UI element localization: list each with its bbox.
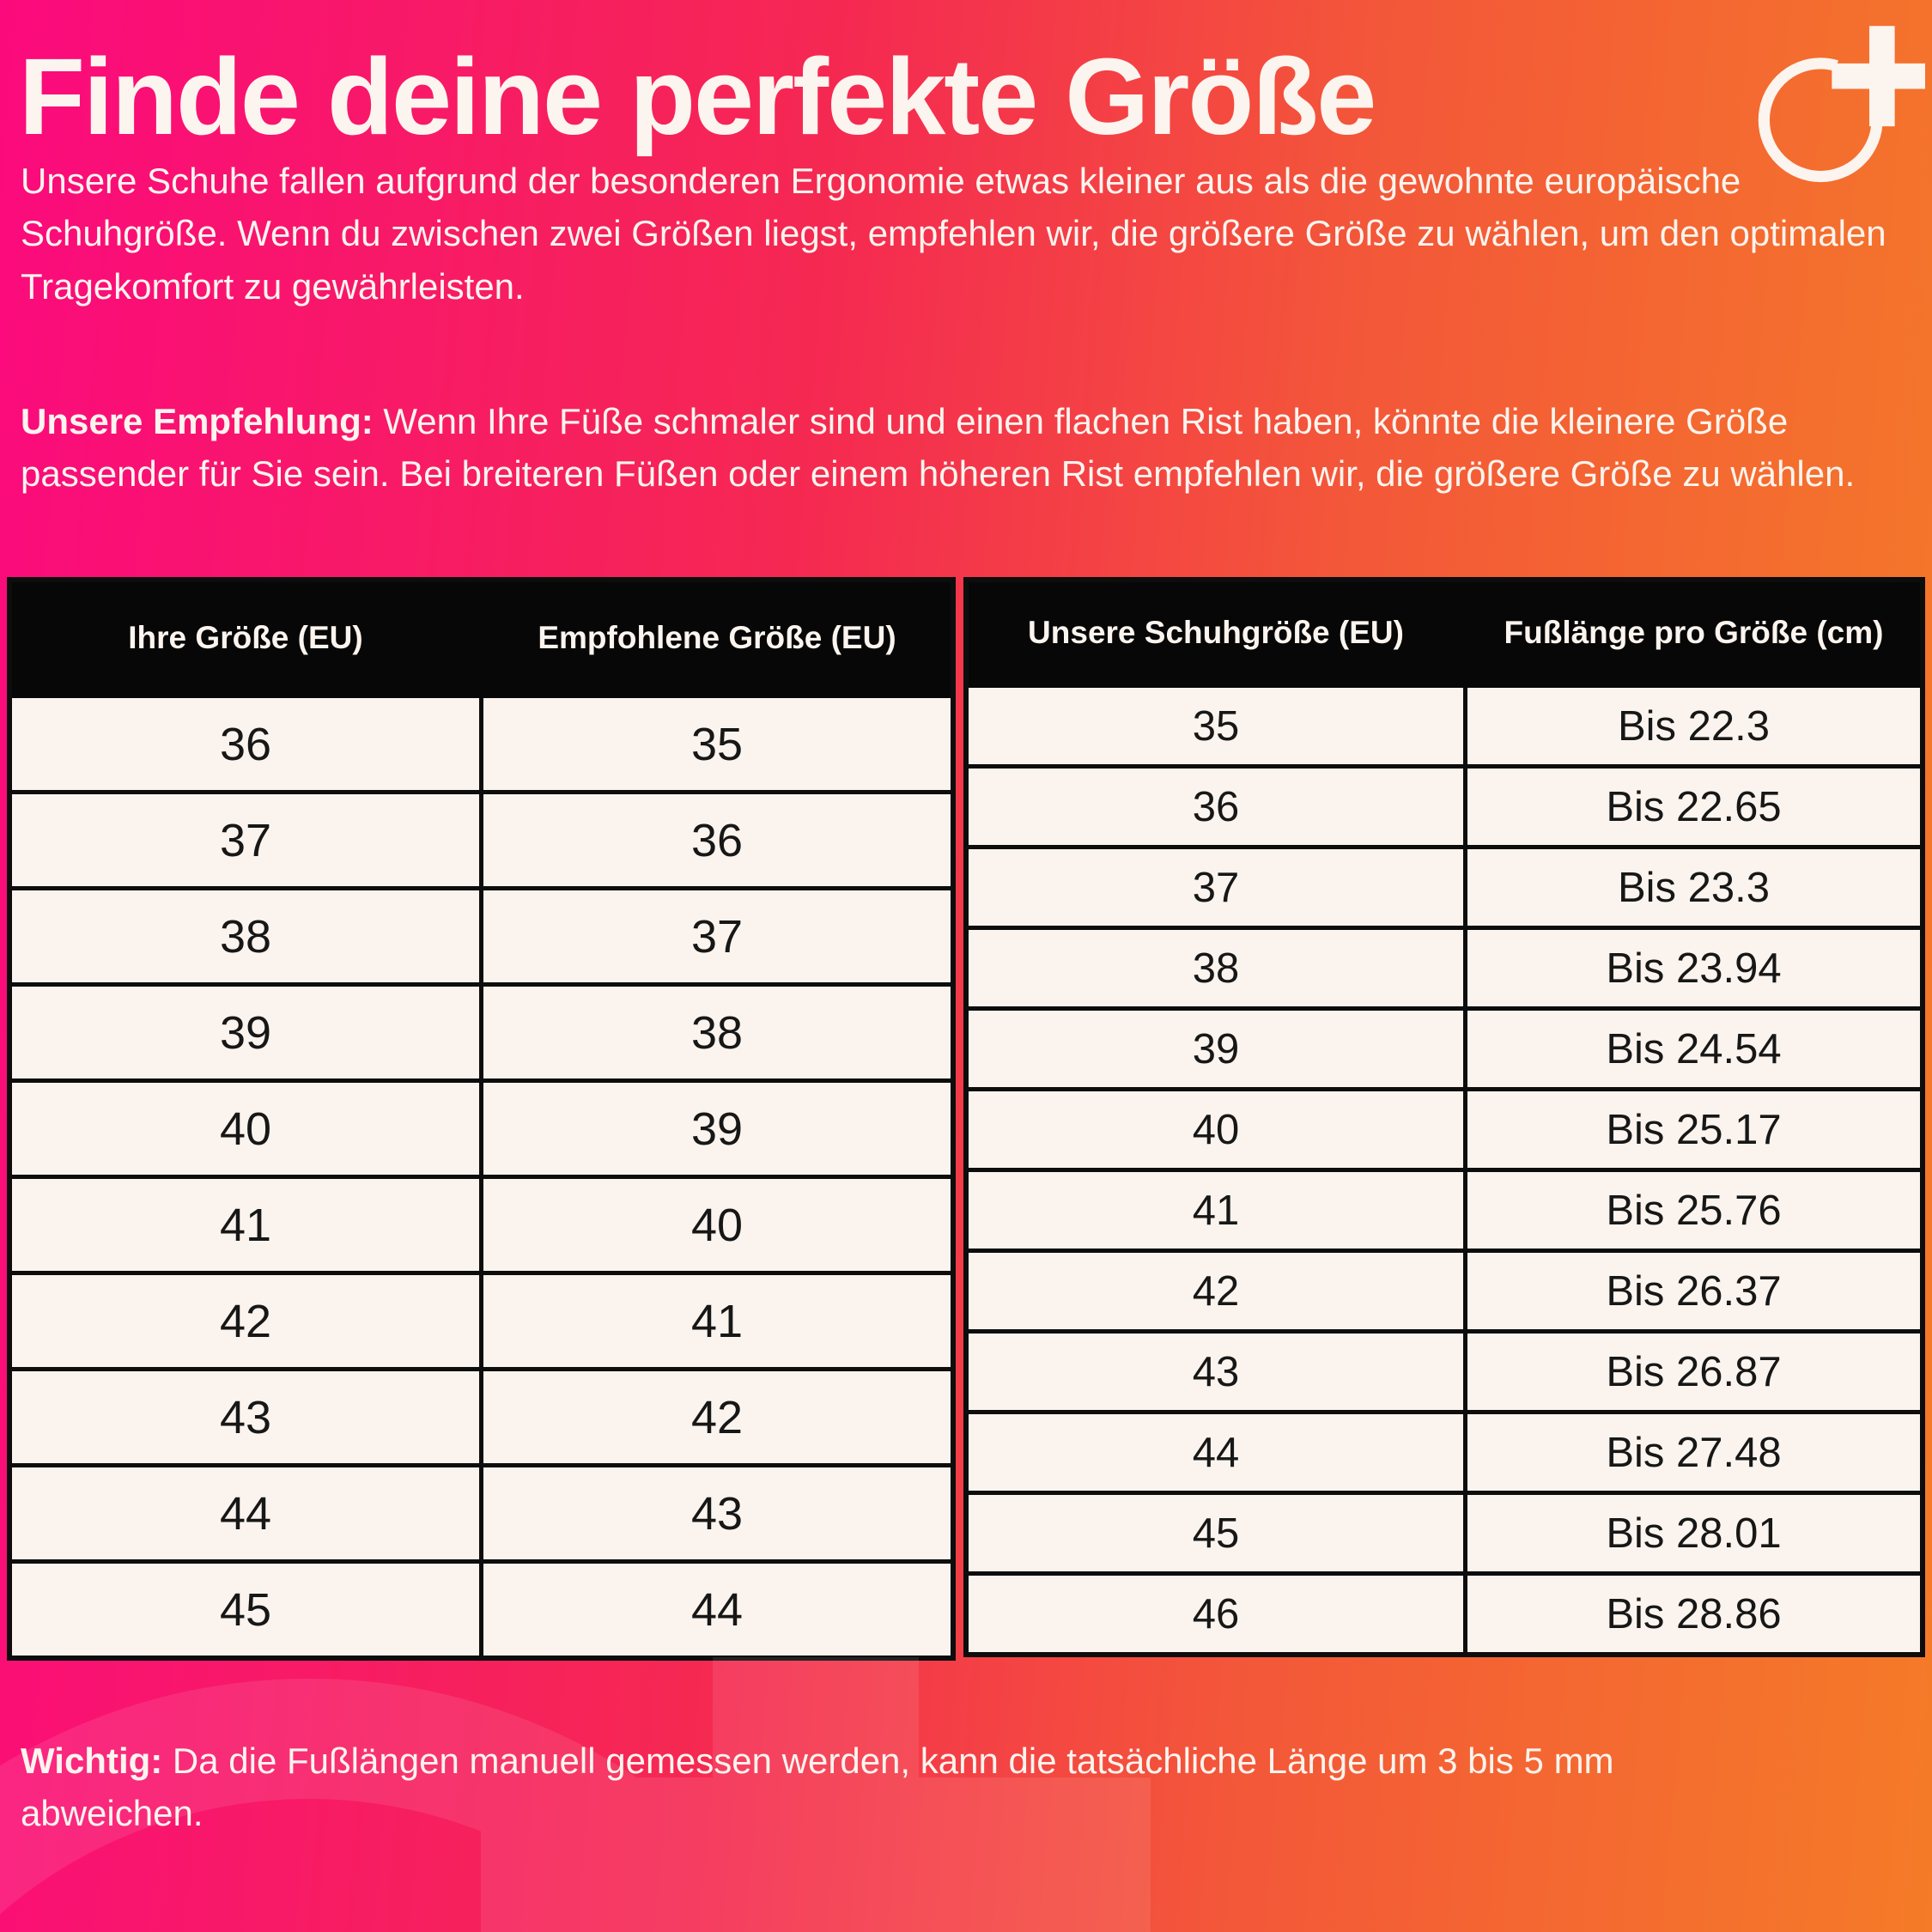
table-row: 38 Bis 23.94	[963, 926, 1925, 1011]
table-row: 37 36	[7, 790, 956, 890]
table-row: 45 Bis 28.01	[963, 1491, 1925, 1576]
table-cell: 39	[479, 1078, 956, 1179]
table-cell: 40	[479, 1175, 956, 1275]
table-row: 38 37	[7, 886, 956, 987]
table-cell: Bis 26.37	[1463, 1249, 1925, 1334]
table-row: 37 Bis 23.3	[963, 845, 1925, 930]
table-cell: 38	[479, 982, 956, 1083]
page-title: Finde deine perfekte Größe	[19, 36, 1376, 157]
table-cell: 35	[963, 683, 1467, 769]
column-header-foot-length: Fußlänge pro Größe (cm)	[1463, 577, 1925, 688]
table-cell: Bis 25.17	[1463, 1087, 1925, 1172]
foot-length-table-body: 35 Bis 22.3 36 Bis 22.65 37 Bis 23.3 38 Bis 23.…	[963, 683, 1925, 1657]
table-row: 41 Bis 25.76	[963, 1168, 1925, 1253]
table-cell: 36	[7, 694, 483, 794]
table-cell: 35	[479, 694, 956, 794]
size-conversion-table-head: Ihre Größe (EU) Empfohlene Größe (EU)	[7, 577, 956, 698]
size-conversion-table: Ihre Größe (EU) Empfohlene Größe (EU) 36…	[7, 577, 956, 1661]
table-row: 42 41	[7, 1271, 956, 1371]
table-cell: 44	[479, 1559, 956, 1661]
table-cell: Bis 28.86	[1463, 1571, 1925, 1657]
header-row: Unsere Schuhgröße (EU) Fußlänge pro Größ…	[963, 577, 1925, 688]
o-plus-watermark-icon	[0, 1657, 1151, 1932]
table-cell: 39	[963, 1006, 1467, 1091]
table-cell: 42	[963, 1249, 1467, 1334]
table-cell: 39	[7, 982, 483, 1083]
table-row: 43 Bis 26.87	[963, 1329, 1925, 1414]
note-label: Wichtig:	[21, 1741, 163, 1781]
table-row: 42 Bis 26.37	[963, 1249, 1925, 1334]
foot-length-table-head: Unsere Schuhgröße (EU) Fußlänge pro Größ…	[963, 577, 1925, 688]
table-row: 41 40	[7, 1175, 956, 1275]
table-cell: 36	[479, 790, 956, 890]
table-cell: Bis 28.01	[1463, 1491, 1925, 1576]
table-row: 45 44	[7, 1559, 956, 1661]
logo-plus-horizontal	[1832, 63, 1925, 89]
table-cell: 38	[7, 886, 483, 987]
table-row: 39 Bis 24.54	[963, 1006, 1925, 1091]
watermark-plus-vertical	[713, 1657, 919, 1932]
table-cell: 46	[963, 1571, 1467, 1657]
table-cell: Bis 24.54	[1463, 1006, 1925, 1091]
table-cell: Bis 22.65	[1463, 764, 1925, 849]
table-cell: Bis 27.48	[1463, 1410, 1925, 1495]
note-paragraph: Wichtig: Da die Fußlängen manuell gemess…	[21, 1735, 1747, 1840]
watermark-plus-horizontal	[481, 1777, 1151, 1932]
note-text: Da die Fußlängen manuell gemessen werden…	[21, 1741, 1614, 1834]
table-cell: 40	[7, 1078, 483, 1179]
table-cell: 44	[963, 1410, 1467, 1495]
recommendation-text: Wenn Ihre Füße schmaler sind und einen f…	[21, 401, 1856, 495]
table-row: 35 Bis 22.3	[963, 683, 1925, 769]
table-cell: 42	[7, 1271, 483, 1371]
table-cell: 36	[963, 764, 1467, 849]
table-cell: Bis 23.94	[1463, 926, 1925, 1011]
column-header-recommended-size: Empfohlene Größe (EU)	[479, 577, 956, 698]
table-cell: 37	[7, 790, 483, 890]
table-row: 36 35	[7, 694, 956, 794]
table-cell: 43	[963, 1329, 1467, 1414]
table-cell: 41	[479, 1271, 956, 1371]
table-cell: 44	[7, 1463, 483, 1564]
table-cell: Bis 23.3	[1463, 845, 1925, 930]
intro-paragraph: Unsere Schuhe fallen aufgrund der besond…	[21, 161, 1886, 307]
table-row: 36 Bis 22.65	[963, 764, 1925, 849]
header-row: Ihre Größe (EU) Empfohlene Größe (EU)	[7, 577, 956, 698]
table-cell: 38	[963, 926, 1467, 1011]
table-row: 46 Bis 28.86	[963, 1571, 1925, 1657]
table-cell: 41	[7, 1175, 483, 1275]
o-plus-logo-icon	[1758, 26, 1925, 183]
table-cell: Bis 25.76	[1463, 1168, 1925, 1253]
table-cell: 45	[7, 1559, 483, 1661]
table-cell: 37	[963, 845, 1467, 930]
table-cell: 42	[479, 1367, 956, 1467]
table-cell: 43	[479, 1463, 956, 1564]
size-conversion-table-body: 36 35 37 36 38 37 39 38 40 39 41 40 42 41 43 42 44 43 45 44	[7, 694, 956, 1661]
column-header-your-size: Ihre Größe (EU)	[7, 577, 483, 698]
table-cell: 37	[479, 886, 956, 987]
recommendation-label: Unsere Empfehlung:	[21, 401, 374, 441]
table-row: 39 38	[7, 982, 956, 1083]
recommendation-paragraph: Unsere Empfehlung: Wenn Ihre Füße schmal…	[21, 395, 1905, 501]
table-cell: Bis 26.87	[1463, 1329, 1925, 1414]
column-header-our-shoe-size: Unsere Schuhgröße (EU)	[963, 577, 1467, 688]
table-cell: Bis 22.3	[1463, 683, 1925, 769]
table-row: 44 43	[7, 1463, 956, 1564]
foot-length-table: Unsere Schuhgröße (EU) Fußlänge pro Größ…	[963, 577, 1925, 1657]
table-row: 40 39	[7, 1078, 956, 1179]
table-row: 44 Bis 27.48	[963, 1410, 1925, 1495]
table-cell: 43	[7, 1367, 483, 1467]
table-cell: 41	[963, 1168, 1467, 1253]
table-row: 40 Bis 25.17	[963, 1087, 1925, 1172]
table-cell: 40	[963, 1087, 1467, 1172]
table-row: 43 42	[7, 1367, 956, 1467]
watermark-ring	[0, 1679, 795, 1932]
table-cell: 45	[963, 1491, 1467, 1576]
